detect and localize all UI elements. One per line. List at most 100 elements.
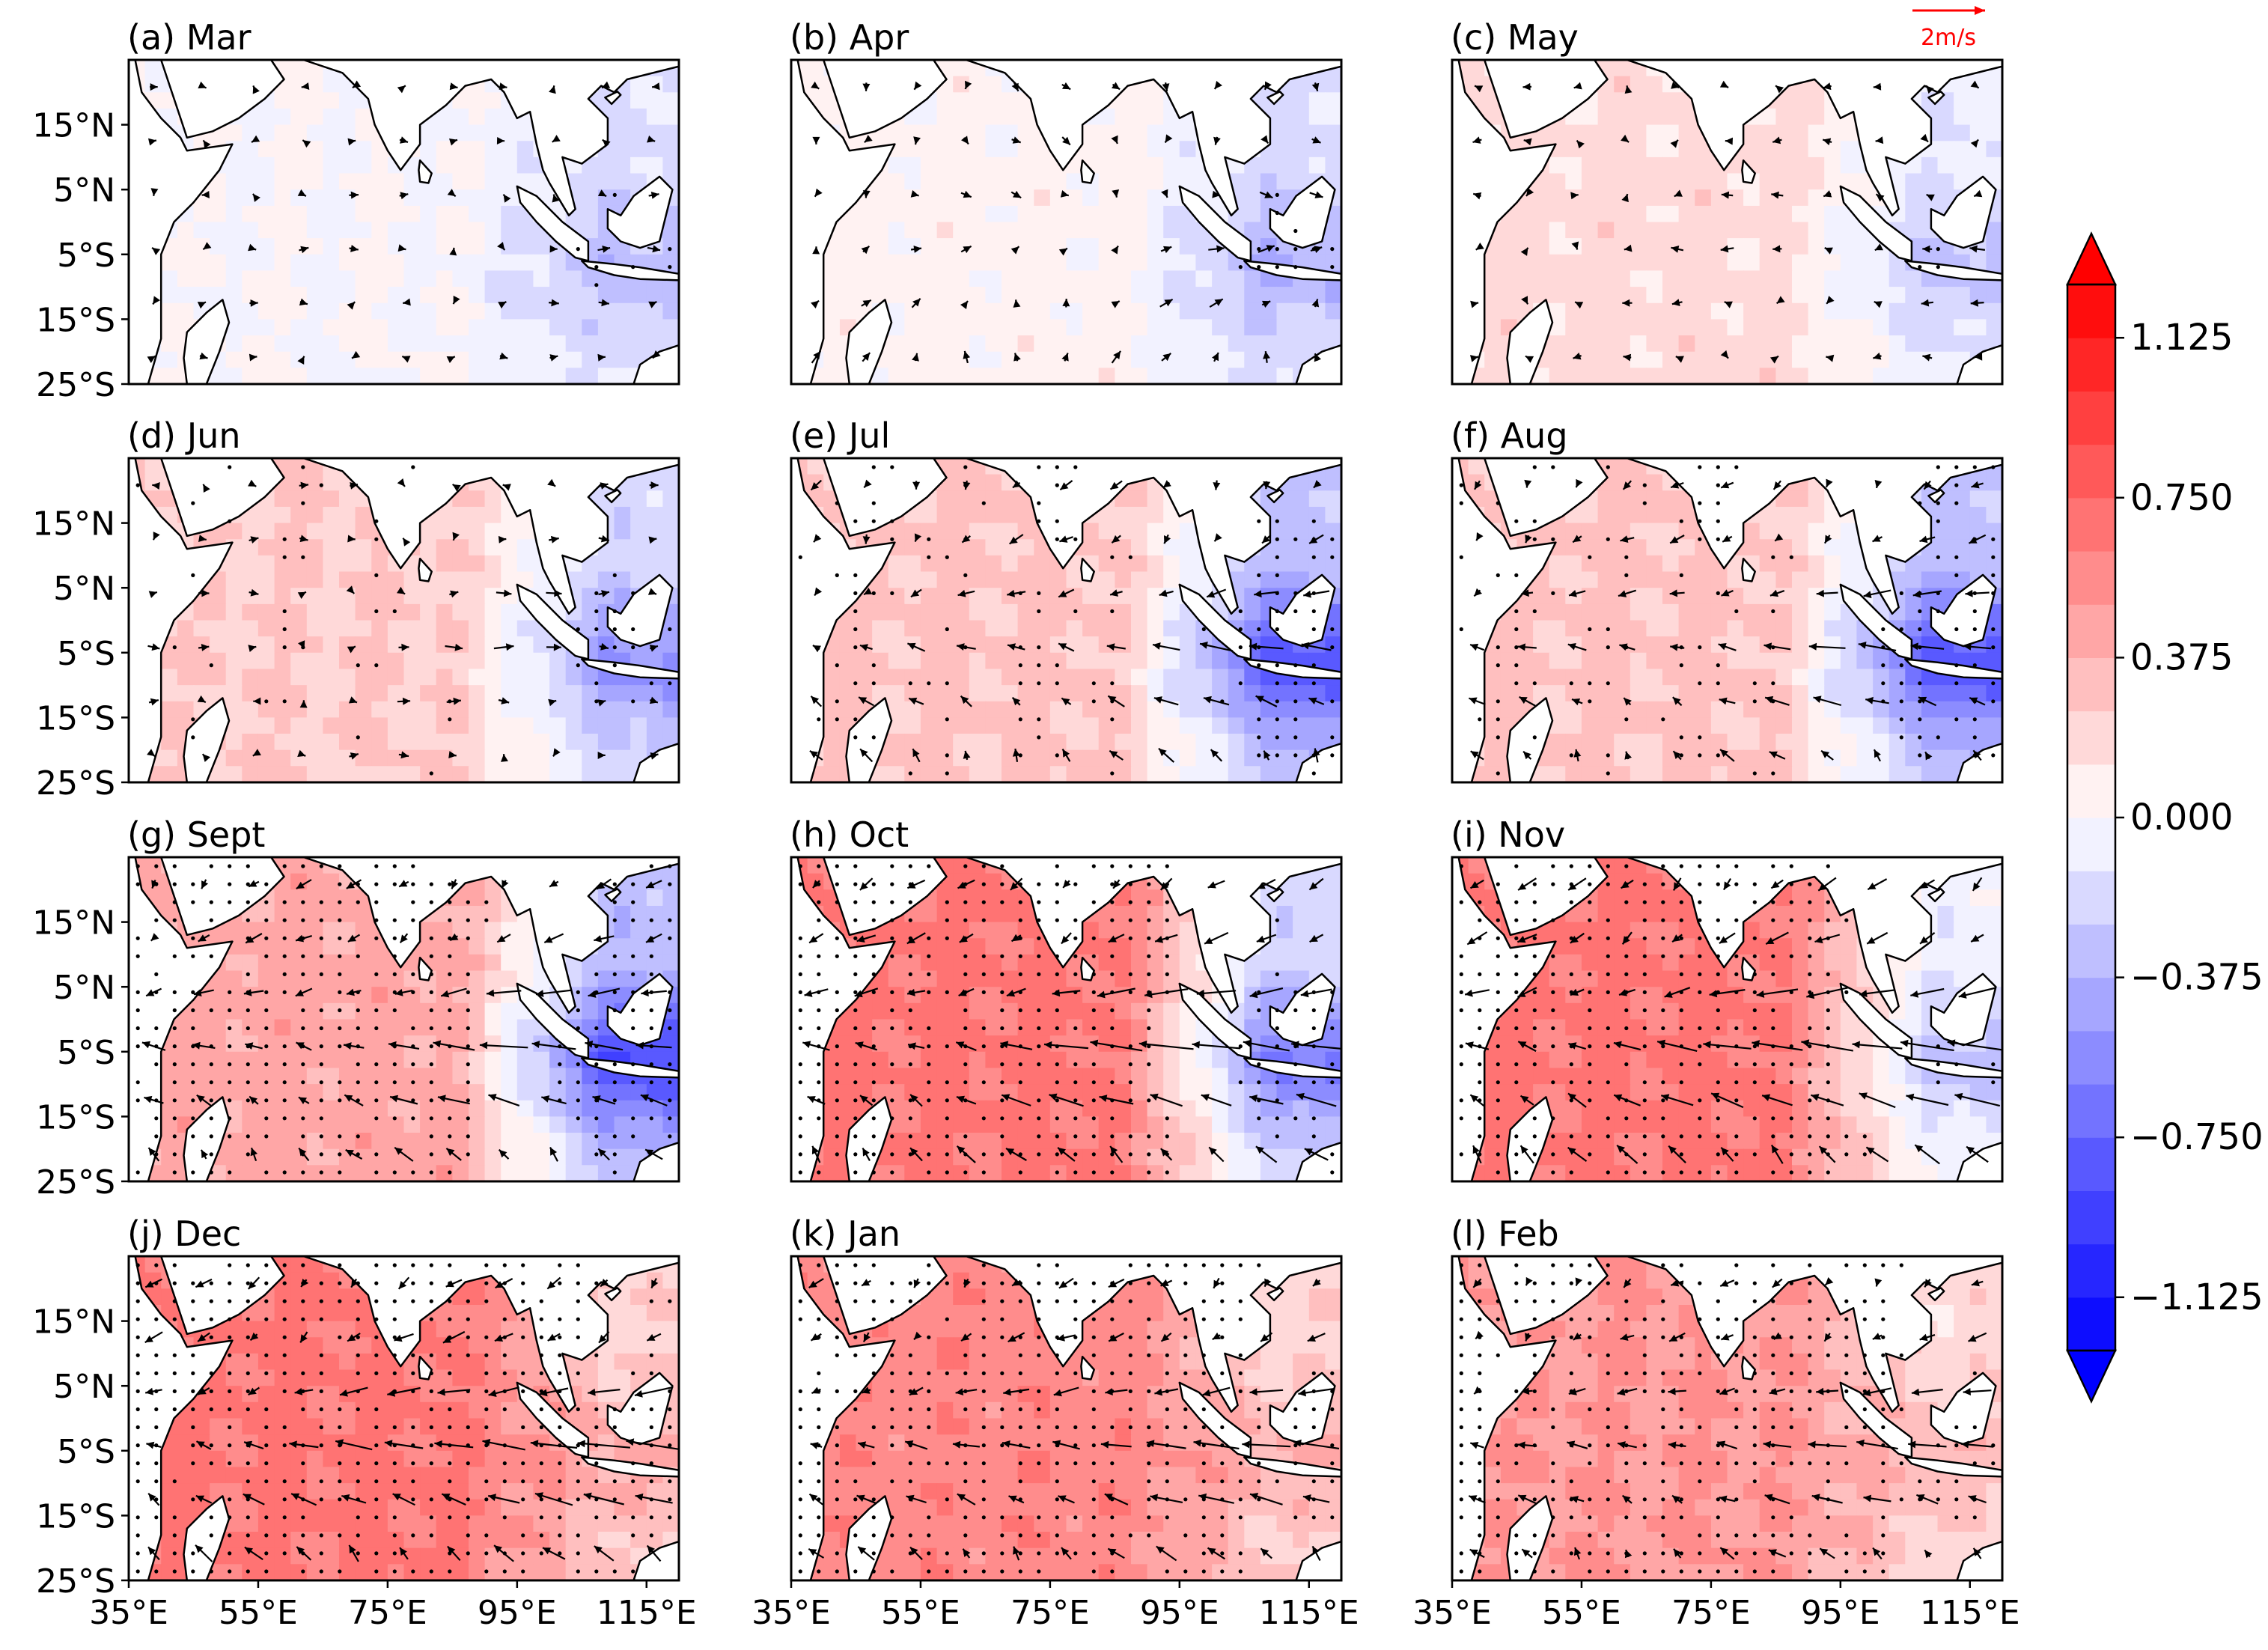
wind-vector-head — [1670, 139, 1678, 148]
field-cell — [1597, 523, 1615, 540]
field-cell — [274, 189, 291, 207]
field-cell — [839, 652, 857, 670]
field-cell — [1581, 636, 1599, 654]
field-cell — [1710, 701, 1728, 719]
field-cell — [1276, 141, 1293, 158]
field-cell — [1260, 335, 1278, 353]
field-cell — [1533, 238, 1550, 255]
field-cell — [1131, 749, 1148, 767]
field-cell — [856, 603, 873, 621]
significance-dot — [594, 681, 599, 686]
field-cell — [1163, 351, 1180, 369]
field-cell — [1098, 749, 1116, 767]
field-cell — [1646, 636, 1663, 654]
field-cell — [839, 222, 857, 239]
field-cell — [614, 555, 631, 573]
wind-vector-head — [1106, 643, 1115, 651]
field-cell — [1034, 368, 1051, 384]
field-cell — [452, 669, 469, 686]
field-cell — [1098, 287, 1116, 304]
field-cell — [1792, 652, 1809, 670]
field-cell — [1969, 523, 1987, 540]
field-cell — [1986, 701, 2002, 719]
field-cell — [387, 319, 405, 336]
field-cell — [516, 368, 534, 384]
field-cell — [290, 507, 308, 524]
field-cell — [1759, 669, 1777, 686]
field-cell — [1986, 523, 2002, 540]
wind-vector-head — [448, 751, 457, 758]
field-cell — [420, 620, 437, 637]
field-cell — [1775, 368, 1793, 384]
field-cell — [1179, 571, 1197, 588]
field-cell — [420, 669, 437, 686]
field-cell — [355, 254, 372, 272]
wind-vector-head — [552, 748, 561, 757]
field-cell — [225, 189, 243, 207]
field-cell — [1743, 669, 1761, 686]
field-cell — [1824, 238, 1841, 255]
field-cell — [501, 156, 518, 174]
field-cell — [1212, 319, 1229, 336]
significance-dot — [594, 591, 599, 596]
field-cell — [1969, 124, 1987, 141]
field-cell — [501, 270, 518, 287]
field-cell — [210, 588, 227, 605]
wind-vector-head — [350, 482, 358, 490]
field-cell — [1792, 603, 1809, 621]
field-cell — [1147, 189, 1164, 207]
field-cell — [1873, 254, 1890, 272]
wind-vector-head — [1922, 245, 1930, 253]
significance-dot — [871, 735, 876, 740]
field-cell — [323, 490, 340, 508]
field-cell — [533, 669, 550, 686]
field-cell — [1792, 124, 1809, 141]
field-cell — [1565, 734, 1582, 751]
field-cell — [323, 571, 340, 588]
field-cell — [533, 636, 550, 654]
field-cell — [1889, 749, 1906, 767]
field-cell — [1212, 335, 1229, 353]
field-cell — [1098, 222, 1116, 239]
y-tick-label: 15°N — [32, 107, 115, 145]
field-cell — [257, 335, 275, 353]
field-cell — [484, 238, 502, 255]
field-cell — [533, 717, 550, 734]
wind-vector-head — [963, 350, 971, 359]
wind-vector-head — [452, 484, 461, 492]
field-cell — [1276, 108, 1293, 126]
field-cell — [614, 539, 631, 556]
field-cell — [1212, 717, 1229, 734]
field-cell — [355, 287, 372, 304]
field-cell — [872, 669, 889, 686]
significance-dot — [429, 771, 433, 776]
field-cell — [1840, 669, 1858, 686]
field-cell — [1662, 287, 1680, 304]
significance-dot — [594, 627, 599, 632]
field-cell — [1533, 254, 1550, 272]
field-cell — [1244, 669, 1261, 686]
wind-vector-head — [449, 138, 458, 146]
field-cell — [501, 523, 518, 540]
field-cell — [1614, 60, 1631, 77]
field-cell — [1597, 603, 1615, 621]
field-cell — [501, 539, 518, 556]
significance-dot — [1238, 627, 1243, 632]
field-cell — [1695, 717, 1712, 734]
wind-vector-head — [450, 590, 459, 598]
wind-vector-head — [811, 482, 820, 490]
field-cell — [1017, 507, 1034, 524]
field-cell — [420, 734, 437, 751]
significance-dot — [1128, 555, 1133, 559]
field-cell — [1597, 254, 1615, 272]
field-cell — [985, 669, 1002, 686]
field-cell — [1743, 620, 1761, 637]
field-cell — [1049, 636, 1067, 654]
field-cell — [420, 603, 437, 621]
field-cell — [1276, 302, 1293, 320]
land-coastline — [581, 260, 679, 281]
field-cell — [872, 270, 889, 287]
field-cell — [1646, 669, 1663, 686]
wind-vector-head — [250, 536, 259, 544]
field-cell — [1969, 319, 1987, 336]
